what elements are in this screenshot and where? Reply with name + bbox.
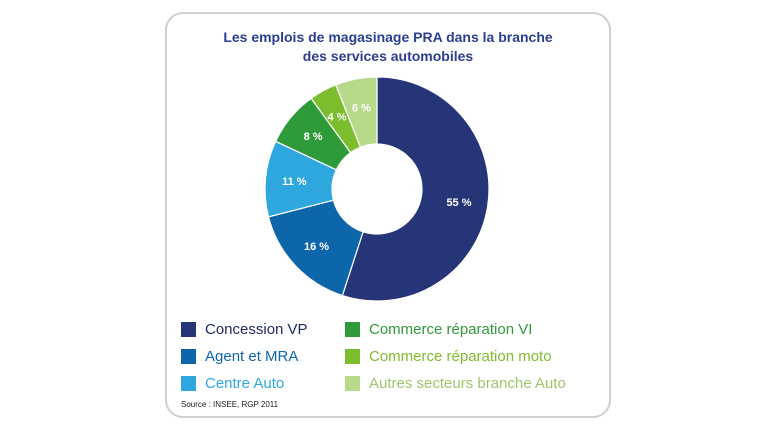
slice-value-label: 11 % [282,176,307,188]
legend-swatch [345,321,360,337]
legend-item-commerce-moto: Commerce réparation moto [345,346,552,366]
legend-label: Commerce réparation VI [369,320,533,338]
legend-swatch [345,348,360,364]
legend-item-centre-auto: Centre Auto [181,373,284,393]
legend-label: Agent et MRA [205,347,299,365]
legend-swatch [181,348,196,364]
legend-label: Concession VP [205,320,308,338]
legend-label: Commerce réparation moto [369,347,552,365]
slice-value-label: 6 % [352,102,371,114]
legend-swatch [345,375,360,391]
legend-item-autres-secteurs: Autres secteurs branche Auto [345,373,566,393]
slice-value-label: 55 % [446,197,471,209]
slice-value-label: 4 % [328,111,347,123]
legend-swatch [181,375,196,391]
legend-swatch [181,321,196,337]
chart-title-line2: des services automobiles [302,48,474,64]
legend-label: Autres secteurs branche Auto [369,374,566,392]
legend-item-concession-vp: Concession VP [181,319,308,339]
chart-title-line1: Les emplois de magasinage PRA dans la br… [223,29,553,45]
donut-slice [341,76,490,302]
source-note: Source : INSEE, RGP 2011 [181,400,279,409]
legend-label: Centre Auto [205,374,285,392]
slice-value-label: 8 % [304,131,323,143]
donut-chart: 55 % 16 % 11 % 8 % 4 % 6 % [264,76,490,302]
chart-card: Les emplois de magasinage PRA dans la br… [165,12,611,418]
slice-value-label: 16 % [304,241,329,253]
legend-item-commerce-vi: Commerce réparation VI [345,319,532,339]
donut-slice [334,76,378,148]
chart-title: Les emplois de magasinage PRA dans la br… [167,28,609,66]
legend-item-agent-mra: Agent et MRA [181,346,298,366]
